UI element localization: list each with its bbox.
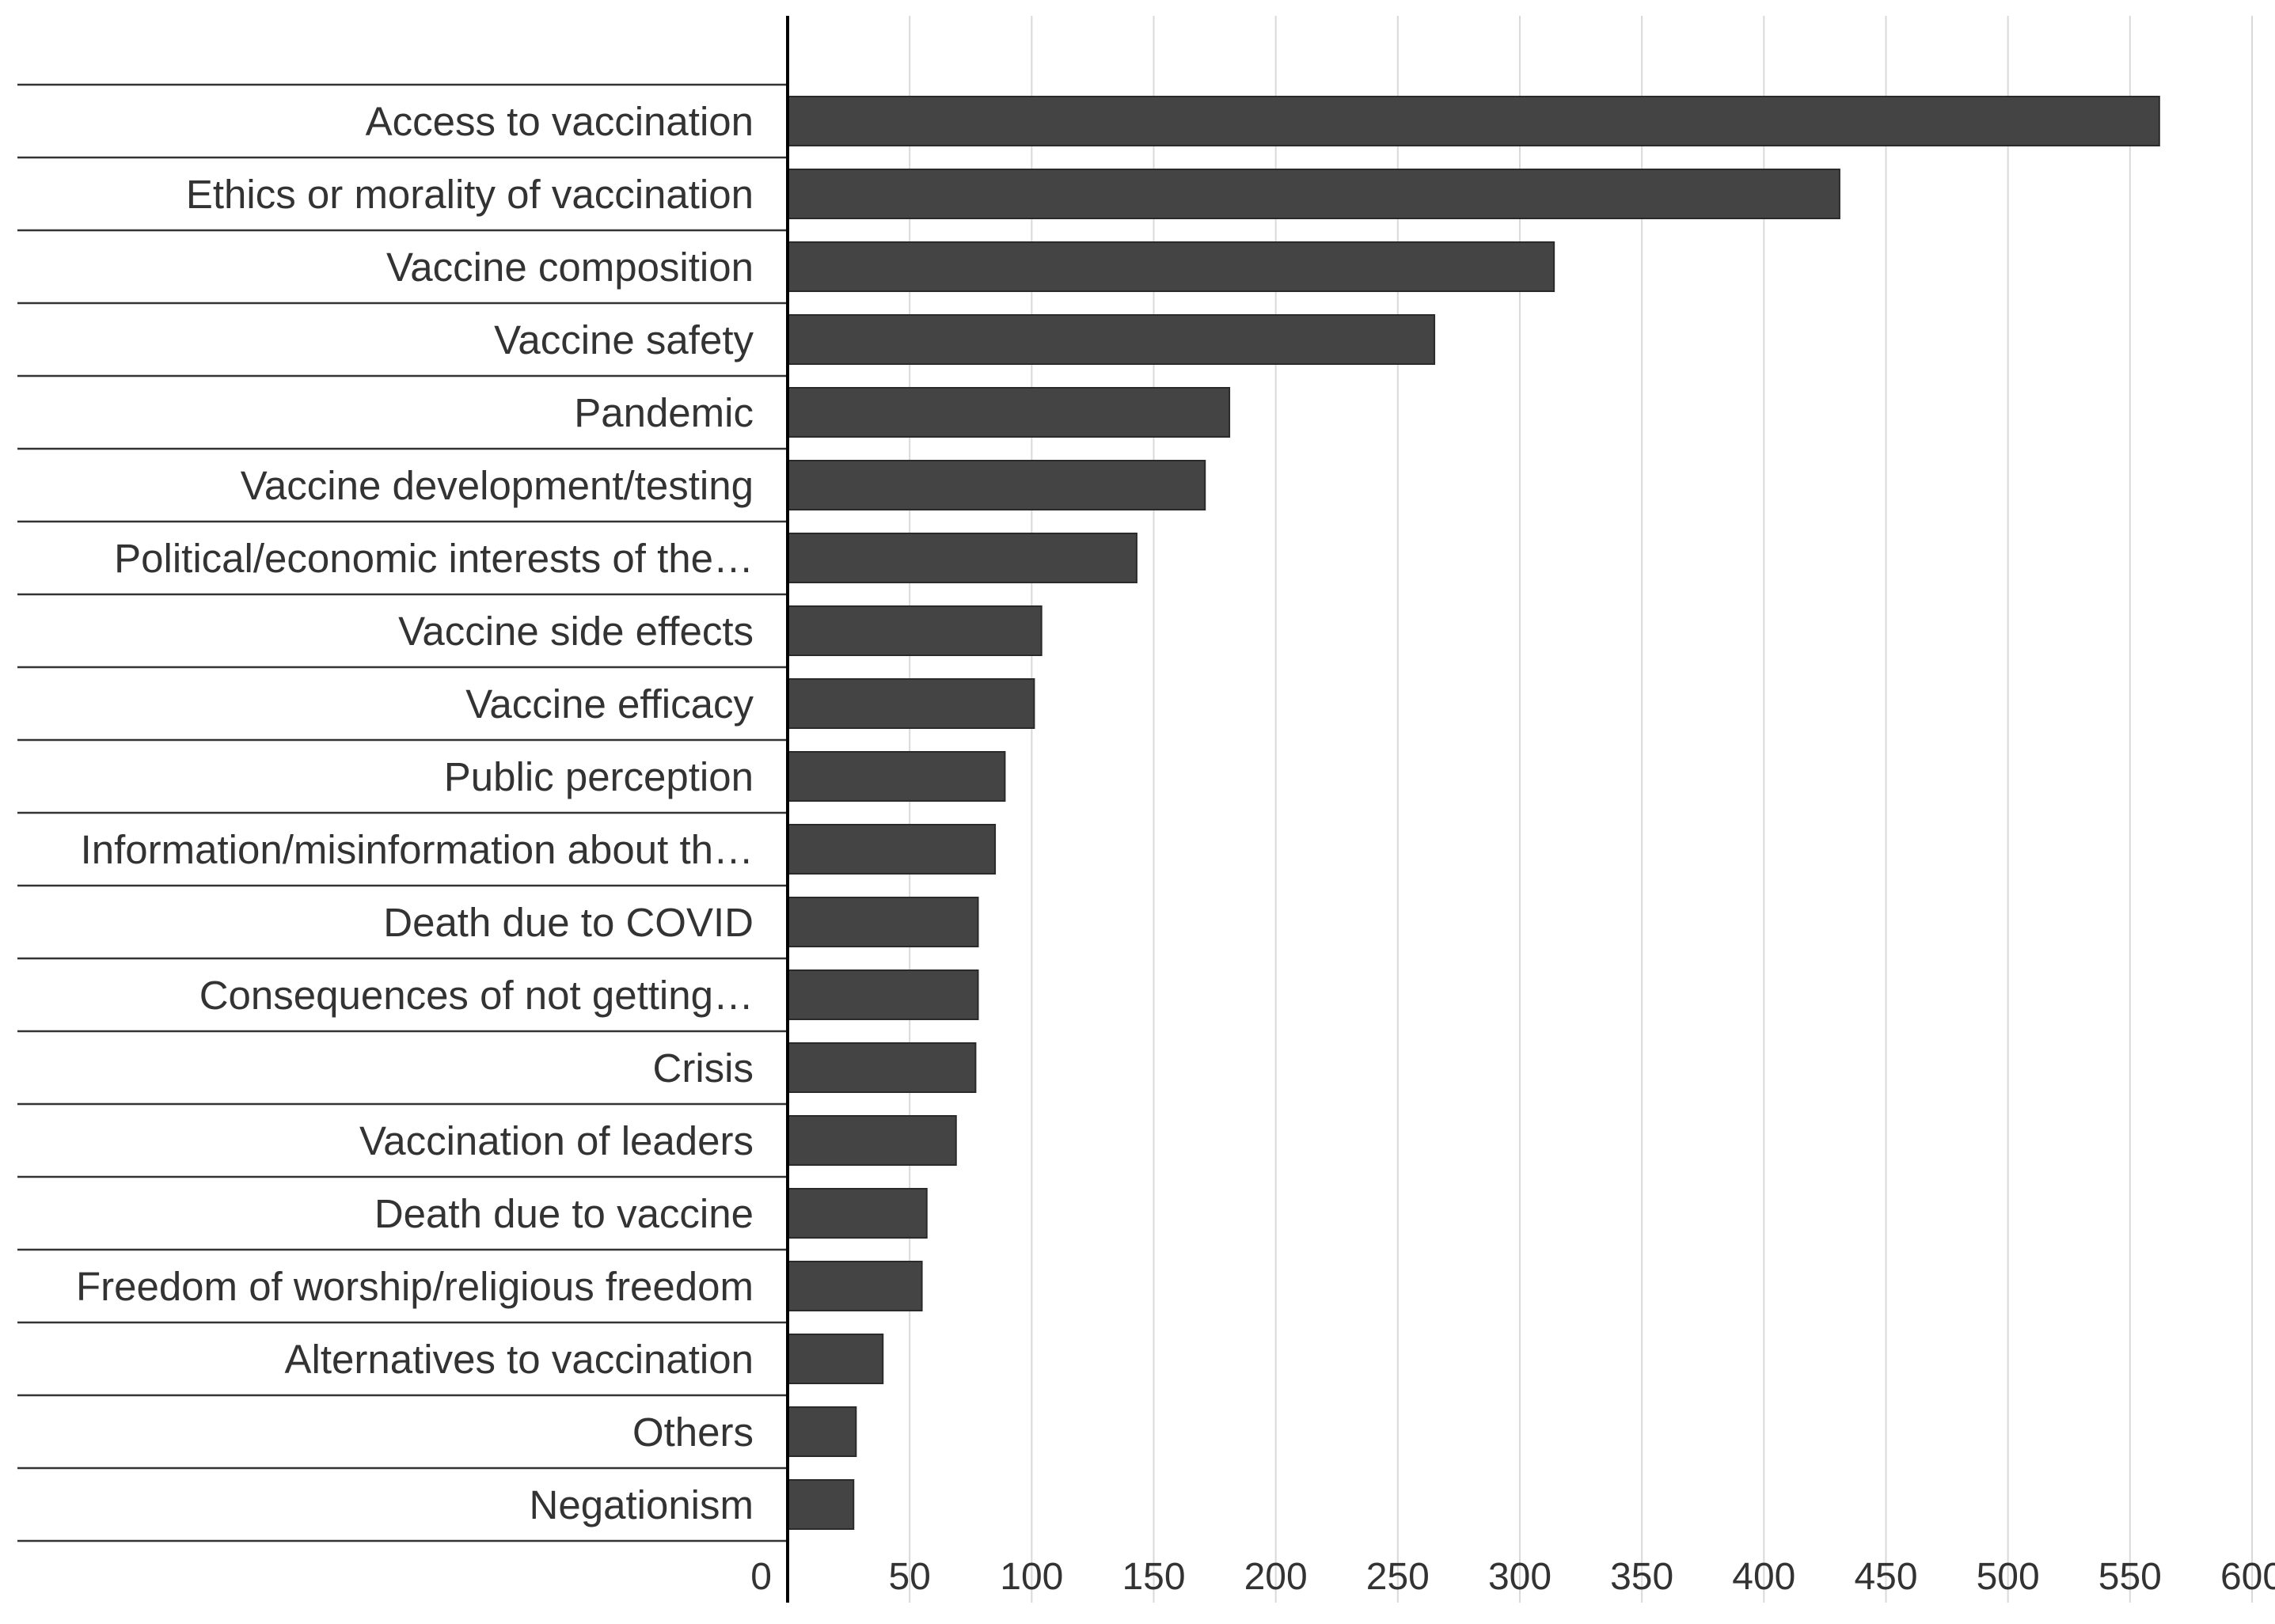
bar [787, 241, 1555, 292]
x-tick-label: 150 [1122, 1556, 1185, 1598]
bar [787, 1406, 857, 1457]
bar [787, 1334, 884, 1384]
category-label: Vaccine efficacy [465, 681, 754, 727]
bar [787, 314, 1436, 365]
category-label: Crisis [653, 1045, 754, 1091]
bar [787, 460, 1206, 510]
bar [787, 1479, 855, 1530]
category-label: Others [632, 1410, 754, 1455]
x-tick-label: 300 [1488, 1556, 1551, 1598]
bar [787, 824, 997, 875]
category-label: Vaccine composition [386, 245, 754, 290]
bar [787, 897, 979, 947]
category-label: Vaccination of leaders [359, 1118, 754, 1163]
category-label: Consequences of not getting… [199, 973, 754, 1018]
category-label: Pandemic [574, 390, 754, 435]
category-label: Information/misinformation about th… [81, 827, 754, 872]
category-label: Vaccine side effects [398, 609, 754, 654]
x-tick-label: 400 [1732, 1556, 1795, 1598]
category-label: Vaccine safety [494, 317, 754, 362]
category-label: Death due to vaccine [374, 1191, 754, 1236]
x-axis-ticks: 0 50 100 150 200 250 300 350 400 450 500 550 600 [750, 1556, 2275, 1598]
category-label: Death due to COVID [383, 900, 754, 945]
x-tick-label: 450 [1854, 1556, 1917, 1598]
bar [787, 1261, 923, 1311]
x-tick-label: 100 [1000, 1556, 1063, 1598]
category-label: Alternatives to vaccination [285, 1337, 754, 1382]
bar [787, 387, 1231, 438]
x-tick-label: 250 [1366, 1556, 1430, 1598]
category-label: Freedom of worship/religious freedom [76, 1264, 754, 1309]
category-label: Political/economic interests of the… [114, 536, 754, 581]
category-label: Ethics or morality of vaccination [186, 172, 754, 217]
x-tick-label: 550 [2098, 1556, 2162, 1598]
x-tick-label: 500 [1977, 1556, 2040, 1598]
x-tick-label: 200 [1244, 1556, 1308, 1598]
category-label: Negationism [530, 1482, 754, 1527]
bar [787, 678, 1035, 729]
bar [787, 1188, 928, 1239]
bar [787, 533, 1138, 583]
category-label: Access to vaccination [366, 99, 754, 144]
row-separators [17, 83, 788, 1542]
bars [787, 96, 2160, 1530]
bar [787, 605, 1043, 656]
x-tick-label: 0 [750, 1556, 772, 1598]
bar [787, 751, 1006, 802]
bar [787, 96, 2160, 146]
x-tick-label: 50 [888, 1556, 930, 1598]
x-tick-label: 600 [2220, 1556, 2275, 1598]
bar [787, 969, 979, 1020]
bar [787, 1042, 977, 1093]
category-label: Vaccine development/testing [241, 463, 754, 508]
category-label: Public perception [444, 754, 754, 799]
category-labels: Access to vaccination Ethics or morality … [76, 99, 754, 1527]
bar [787, 1115, 957, 1166]
bar [787, 169, 1840, 219]
x-tick-label: 350 [1610, 1556, 1673, 1598]
